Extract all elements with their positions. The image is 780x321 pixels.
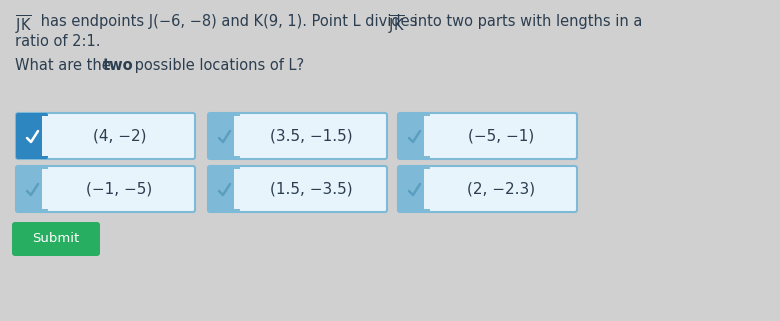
- Bar: [42, 116, 48, 156]
- Text: (1.5, −3.5): (1.5, −3.5): [270, 181, 353, 196]
- FancyBboxPatch shape: [16, 166, 195, 212]
- FancyBboxPatch shape: [208, 113, 387, 159]
- Bar: [234, 116, 240, 156]
- FancyBboxPatch shape: [16, 113, 48, 159]
- Text: (3.5, −1.5): (3.5, −1.5): [270, 128, 353, 143]
- FancyBboxPatch shape: [12, 222, 100, 256]
- FancyBboxPatch shape: [398, 113, 430, 159]
- Text: ratio of 2:1.: ratio of 2:1.: [15, 34, 101, 49]
- FancyBboxPatch shape: [398, 166, 430, 212]
- Text: $\overline{\mathrm{JK}}$: $\overline{\mathrm{JK}}$: [15, 14, 32, 37]
- FancyBboxPatch shape: [398, 113, 577, 159]
- FancyBboxPatch shape: [208, 113, 240, 159]
- Text: into two parts with lengths in a: into two parts with lengths in a: [409, 14, 643, 29]
- Text: What are the: What are the: [15, 58, 115, 73]
- Text: (2, −2.3): (2, −2.3): [467, 181, 536, 196]
- Text: $\overline{\mathrm{JK}}$: $\overline{\mathrm{JK}}$: [388, 14, 405, 37]
- Text: (−5, −1): (−5, −1): [468, 128, 534, 143]
- Text: has endpoints J(−6, −8) and K(9, 1). Point L divides: has endpoints J(−6, −8) and K(9, 1). Poi…: [36, 14, 422, 29]
- Bar: [424, 169, 430, 209]
- FancyBboxPatch shape: [208, 166, 387, 212]
- FancyBboxPatch shape: [398, 166, 577, 212]
- Text: possible locations of L?: possible locations of L?: [130, 58, 304, 73]
- FancyBboxPatch shape: [16, 113, 195, 159]
- Text: Submit: Submit: [33, 232, 80, 246]
- FancyBboxPatch shape: [208, 166, 240, 212]
- Bar: [42, 169, 48, 209]
- Bar: [424, 116, 430, 156]
- Bar: [234, 169, 240, 209]
- Text: (−1, −5): (−1, −5): [87, 181, 153, 196]
- Text: two: two: [103, 58, 133, 73]
- FancyBboxPatch shape: [16, 166, 48, 212]
- Text: (4, −2): (4, −2): [93, 128, 147, 143]
